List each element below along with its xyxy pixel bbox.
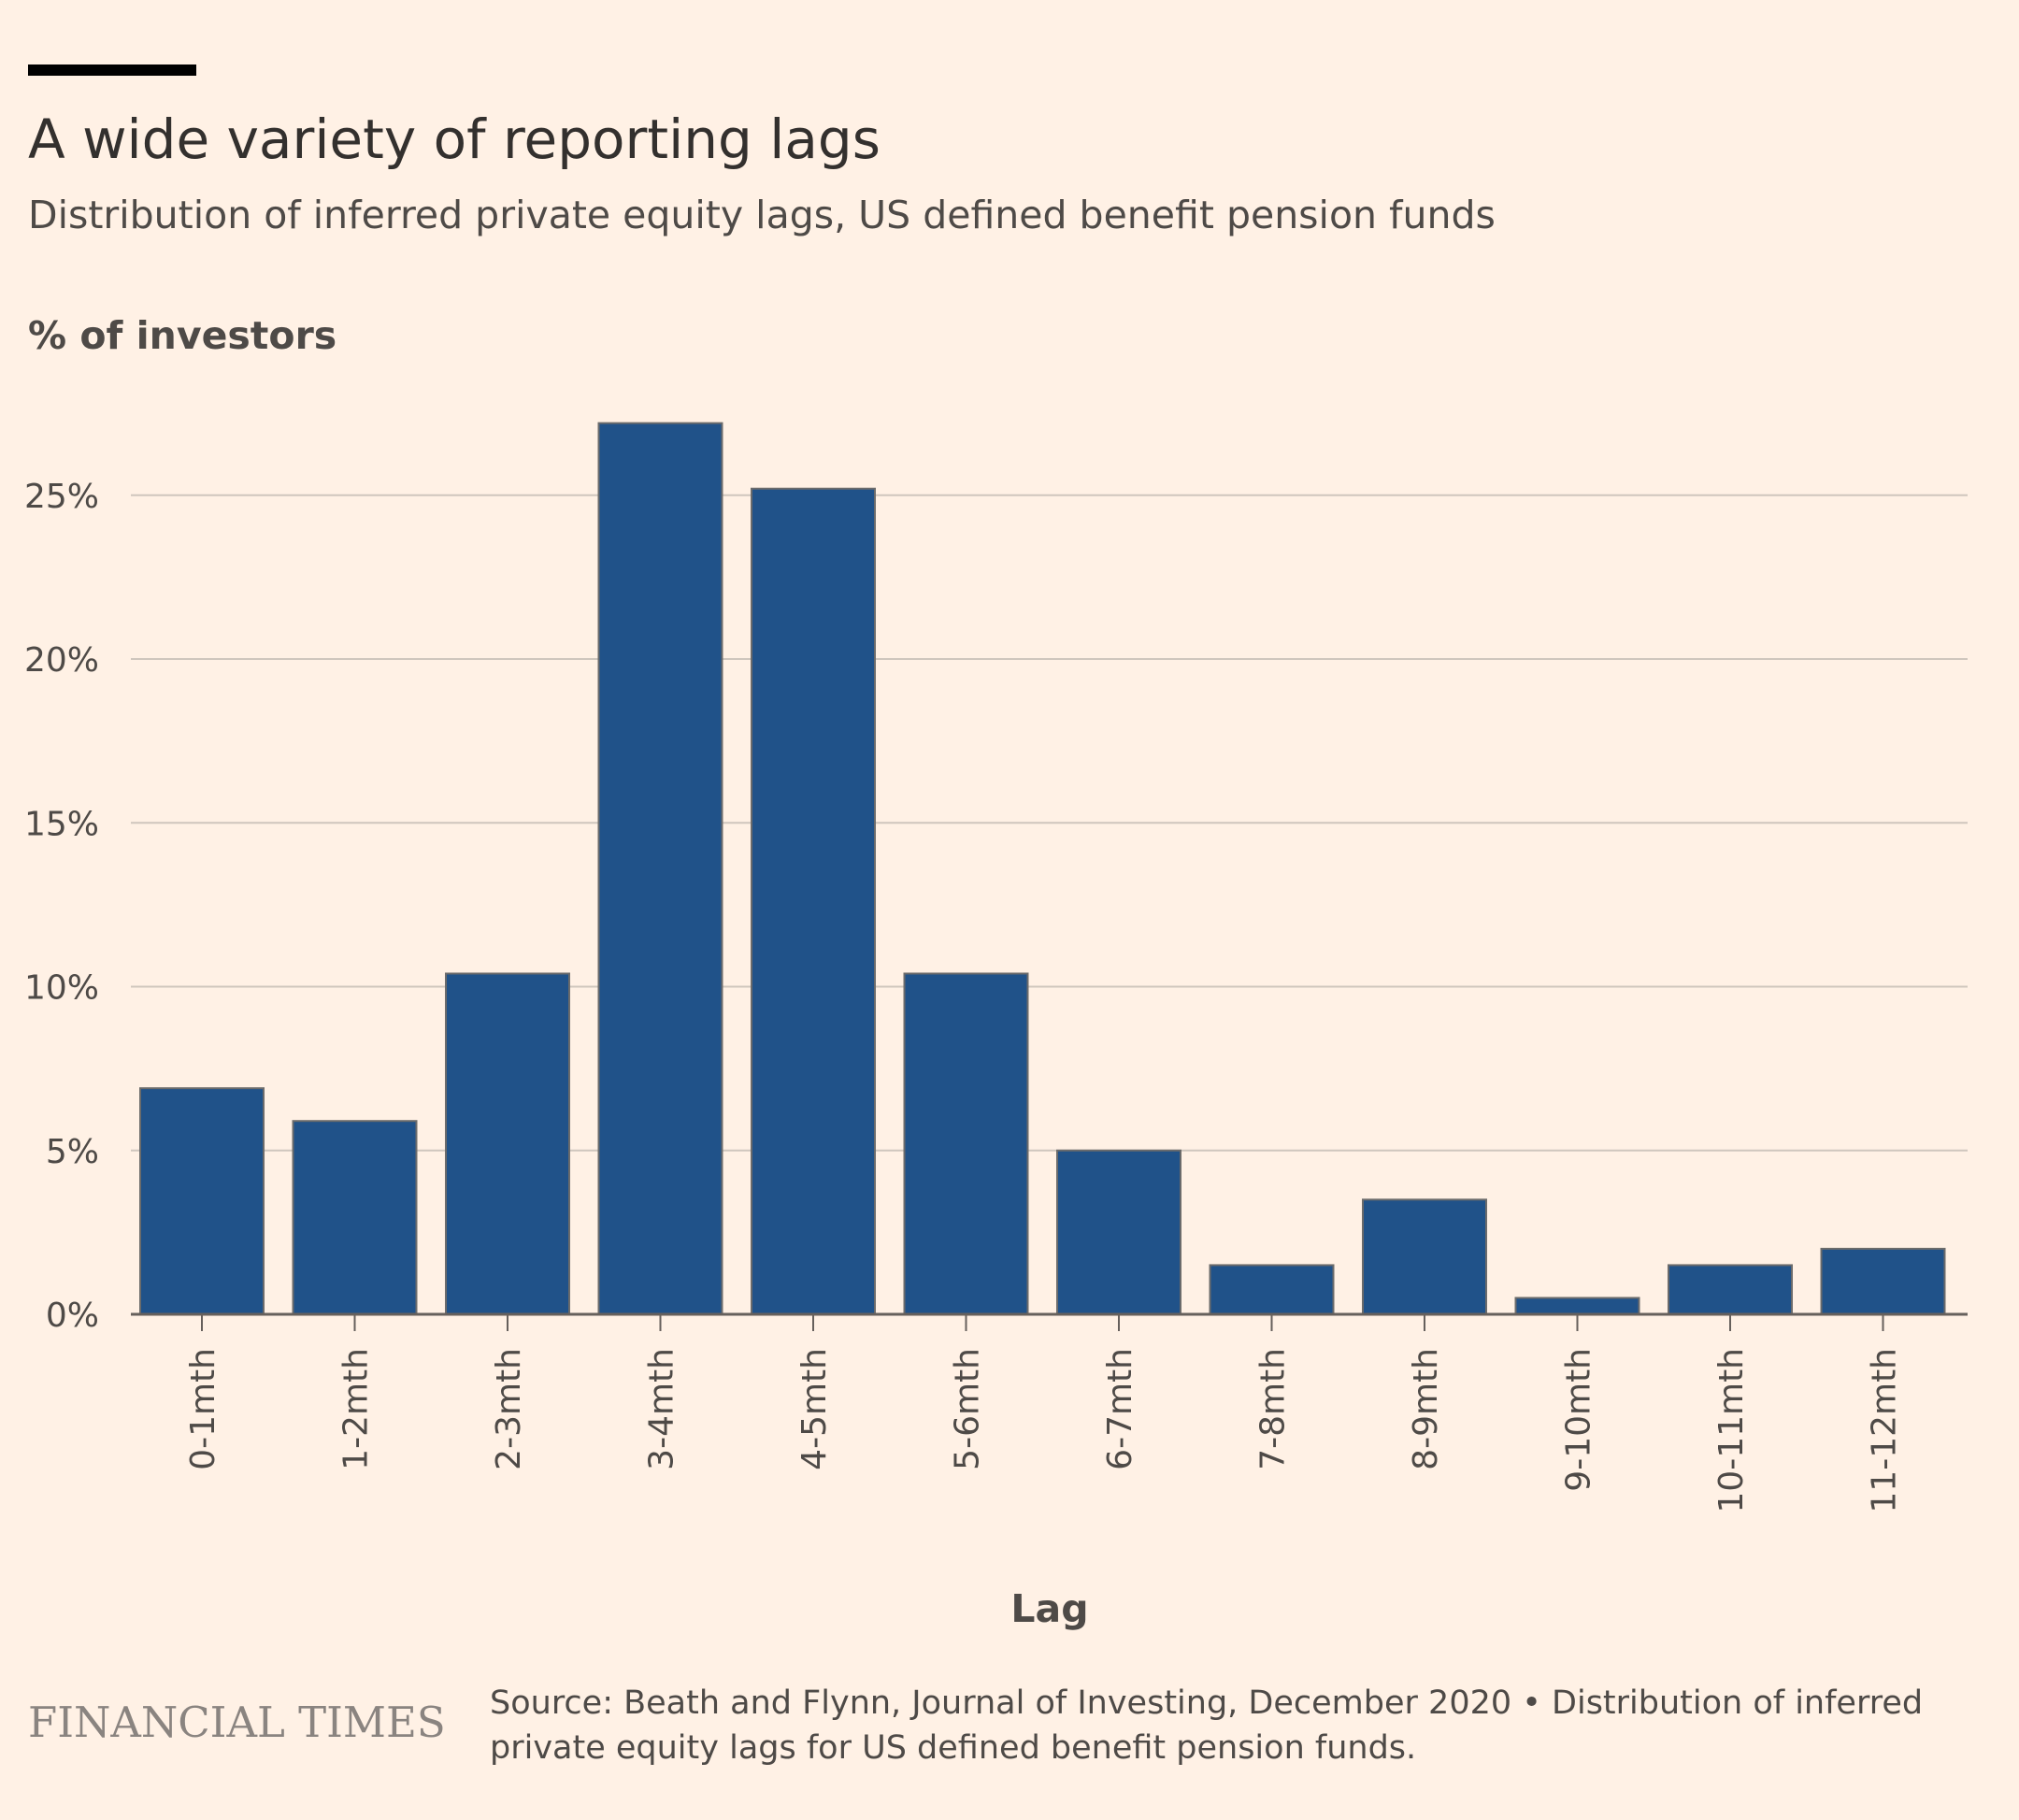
- bar-0-1mth: [139, 1087, 265, 1316]
- y-tick-label: 20%: [24, 641, 99, 680]
- x-tick-label: 8-9mth: [1407, 1348, 1445, 1470]
- y-tick-label: 15%: [24, 805, 99, 843]
- x-tick-label: 6-7mth: [1101, 1348, 1139, 1470]
- bar-11-12mth: [1820, 1247, 1946, 1316]
- bar-4-5mth: [751, 487, 876, 1315]
- x-axis-label: Lag: [1010, 1586, 1088, 1631]
- y-axis-label: % of investors: [28, 313, 336, 358]
- top-rule: [28, 64, 196, 76]
- bar-2-3mth: [445, 972, 570, 1315]
- x-tick-label: 3-4mth: [643, 1348, 681, 1470]
- x-tick-label: 4-5mth: [795, 1348, 834, 1470]
- bar-1-2mth: [292, 1120, 418, 1315]
- bar-6-7mth: [1056, 1149, 1181, 1315]
- y-tick-label: 10%: [24, 969, 99, 1008]
- chart-subtitle: Distribution of inferred private equity …: [28, 193, 1496, 237]
- x-tick-label: 11-12mth: [1866, 1348, 1904, 1513]
- x-tick-label: 10-11mth: [1712, 1348, 1751, 1513]
- x-tick-label: 7-8mth: [1254, 1348, 1293, 1470]
- y-tick-label: 0%: [46, 1297, 99, 1335]
- bar-3-4mth: [597, 422, 723, 1315]
- x-tick-label: 9-10mth: [1560, 1348, 1598, 1492]
- bar-7-8mth: [1209, 1264, 1335, 1316]
- bar-8-9mth: [1362, 1198, 1487, 1315]
- bar-5-6mth: [903, 972, 1029, 1315]
- x-tick-label: 1-2mth: [337, 1348, 376, 1470]
- x-tick-label: 5-6mth: [949, 1348, 987, 1470]
- x-tick-label: 0-1mth: [184, 1348, 222, 1470]
- y-tick-label: 5%: [46, 1133, 99, 1171]
- y-tick-label: 25%: [24, 478, 99, 516]
- x-tick-label: 2-3mth: [490, 1348, 528, 1470]
- bar-10-11mth: [1668, 1264, 1793, 1316]
- chart-title: A wide variety of reporting lags: [28, 107, 881, 171]
- ft-logo: FINANCIAL TIMES: [28, 1698, 446, 1747]
- bar-9-10mth: [1514, 1297, 1640, 1315]
- source-note: Source: Beath and Flynn, Journal of Inve…: [490, 1684, 1924, 1767]
